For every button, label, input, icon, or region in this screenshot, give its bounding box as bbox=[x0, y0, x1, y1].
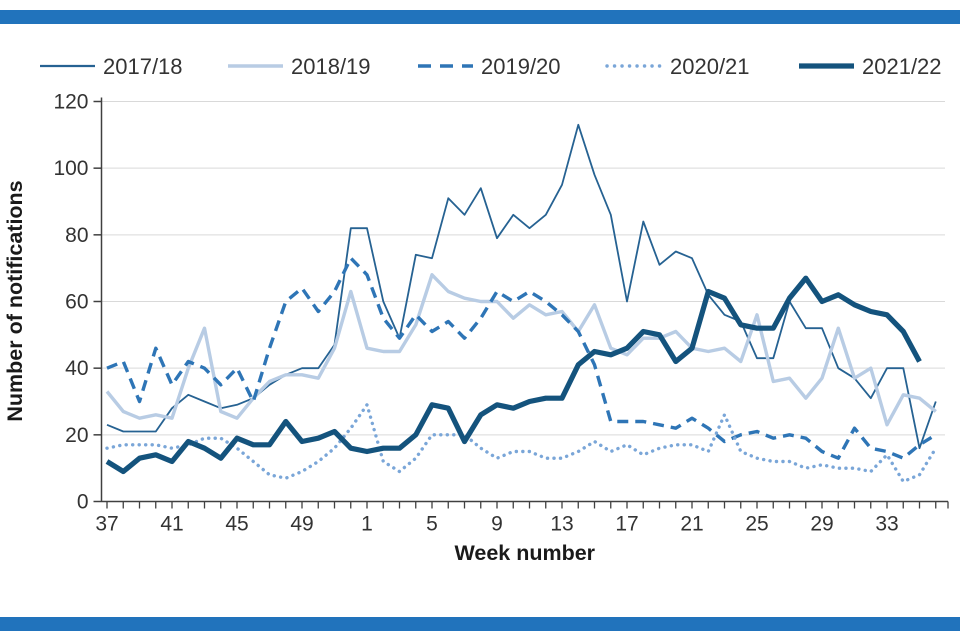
legend-item-2020-21: 2020/21 bbox=[605, 54, 750, 79]
series-line-2018-19 bbox=[105, 273, 937, 427]
legend-label: 2019/20 bbox=[481, 54, 561, 79]
bottom-rule bbox=[0, 617, 960, 631]
y-tick-label: 80 bbox=[65, 224, 88, 247]
series-line-2020-21 bbox=[105, 403, 938, 484]
x-tick-label: 45 bbox=[225, 513, 248, 536]
x-tick-label: 5 bbox=[426, 513, 438, 536]
x-tick-label: 49 bbox=[290, 513, 313, 536]
y-axis-title: Number of notifications bbox=[3, 180, 27, 421]
gridlines bbox=[101, 101, 945, 436]
legend-label: 2020/21 bbox=[670, 54, 750, 79]
series-line-2017-18 bbox=[106, 123, 937, 450]
y-tick-label: 60 bbox=[65, 291, 88, 314]
x-tick-label: 33 bbox=[875, 513, 898, 536]
legend-item-2019-20: 2019/20 bbox=[418, 54, 561, 79]
y-tick-label: 100 bbox=[53, 157, 88, 180]
legend-label: 2017/18 bbox=[103, 54, 183, 79]
x-tick-label: 17 bbox=[615, 513, 638, 536]
x-tick-label: 37 bbox=[95, 513, 118, 536]
x-tick-label: 1 bbox=[361, 513, 373, 536]
legend-item-2017-18: 2017/18 bbox=[40, 54, 183, 79]
series-line-2021-22 bbox=[105, 275, 922, 475]
y-tick-label: 20 bbox=[65, 424, 88, 447]
x-tick-label: 13 bbox=[550, 513, 573, 536]
y-tick-label: 120 bbox=[53, 91, 88, 114]
top-rule bbox=[0, 10, 960, 24]
y-tick-label: 0 bbox=[77, 491, 89, 514]
legend-item-2018-19: 2018/19 bbox=[228, 54, 371, 79]
series-lines bbox=[105, 123, 938, 484]
x-tick-label: 41 bbox=[160, 513, 183, 536]
x-tick-label: 29 bbox=[810, 513, 833, 536]
legend-label: 2021/22 bbox=[862, 54, 942, 79]
x-tick-label: 21 bbox=[680, 513, 703, 536]
x-tick-label: 25 bbox=[745, 513, 768, 536]
series-line-2019-20 bbox=[106, 256, 937, 460]
legend-item-2021-22: 2021/22 bbox=[799, 54, 942, 79]
x-axis-ticks: 37 41 45 49 1 5 9 13 17 21 25 29 33 bbox=[95, 501, 949, 536]
x-tick-label: 9 bbox=[491, 513, 503, 536]
legend: 2017/18 2018/19 2019/20 2020/21 2021/22 bbox=[40, 54, 942, 79]
y-axis-ticks: 0 20 40 60 80 100 120 bbox=[53, 91, 102, 514]
x-axis-title: Week number bbox=[454, 541, 595, 565]
legend-label: 2018/19 bbox=[291, 54, 371, 79]
y-tick-label: 40 bbox=[65, 357, 88, 380]
